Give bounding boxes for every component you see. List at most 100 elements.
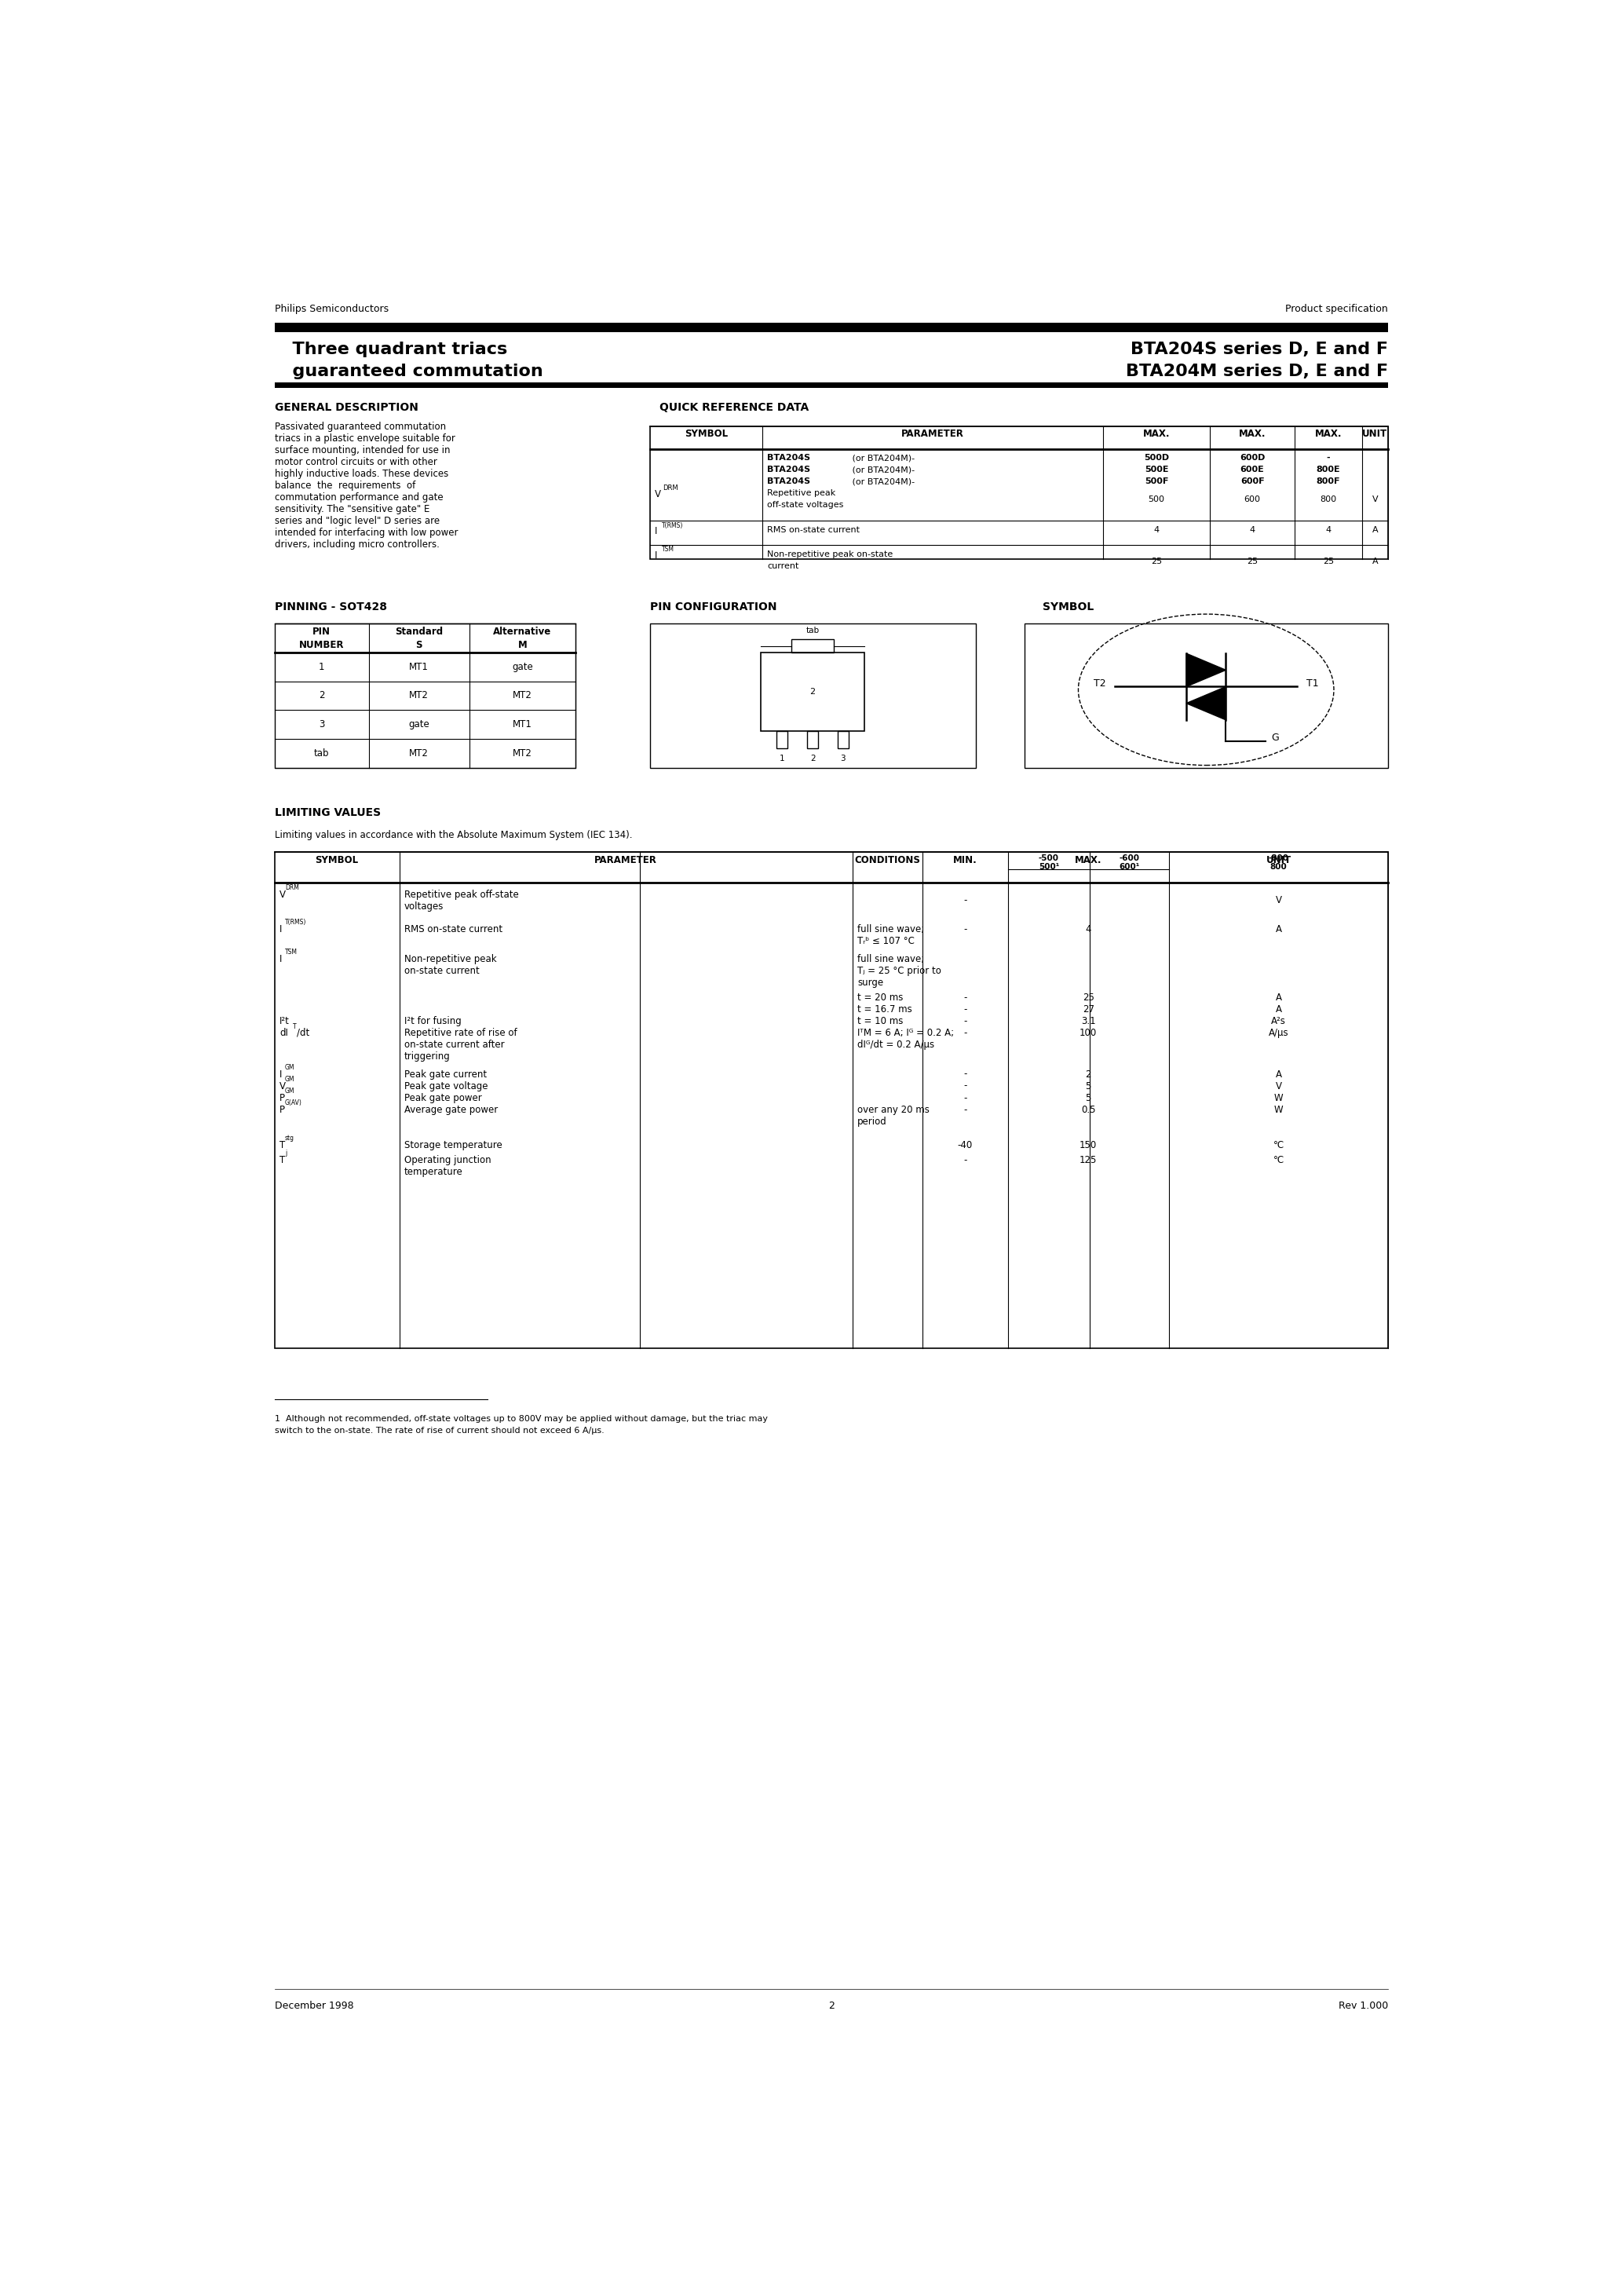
Bar	[792, 641, 834, 652]
Text: Alternative
M: Alternative M	[493, 627, 551, 650]
Text: off-state voltages: off-state voltages	[767, 501, 843, 510]
Text: A: A	[1372, 526, 1379, 535]
Text: QUICK REFERENCE DATA: QUICK REFERENCE DATA	[659, 402, 808, 413]
Text: PIN
NUMBER: PIN NUMBER	[298, 627, 344, 650]
Text: t = 20 ms: t = 20 ms	[858, 992, 903, 1003]
Text: (or BTA204M)-: (or BTA204M)-	[850, 455, 915, 461]
Text: 25: 25	[1082, 992, 1095, 1003]
Text: j: j	[285, 1150, 287, 1157]
Text: 1: 1	[320, 661, 324, 673]
Text: A: A	[1275, 992, 1281, 1003]
Text: 150: 150	[1080, 1141, 1096, 1150]
Text: intended for interfacing with low power: intended for interfacing with low power	[274, 528, 457, 537]
Text: Passivated guaranteed commutation: Passivated guaranteed commutation	[274, 422, 446, 432]
Text: T: T	[279, 1141, 285, 1150]
Text: on-state current after: on-state current after	[404, 1040, 504, 1049]
Text: A/μs: A/μs	[1268, 1029, 1288, 1038]
Text: Three quadrant triacs: Three quadrant triacs	[281, 342, 508, 358]
Text: sensitivity. The "sensitive gate" E: sensitivity. The "sensitive gate" E	[274, 505, 430, 514]
Text: UNIT: UNIT	[1362, 429, 1387, 439]
Text: T(RMS): T(RMS)	[285, 918, 307, 925]
Text: I: I	[279, 1070, 282, 1079]
Text: Repetitive rate of rise of: Repetitive rate of rise of	[404, 1029, 517, 1038]
Bar	[650, 625, 975, 767]
Text: t = 10 ms: t = 10 ms	[858, 1015, 903, 1026]
Text: Philips Semiconductors: Philips Semiconductors	[274, 303, 389, 315]
Text: -: -	[963, 1015, 967, 1026]
Text: MIN.: MIN.	[954, 856, 976, 866]
Text: 125: 125	[1080, 1155, 1096, 1164]
Text: -: -	[963, 1104, 967, 1114]
Text: Peak gate voltage: Peak gate voltage	[404, 1081, 488, 1091]
Text: I: I	[655, 551, 657, 560]
Bar	[650, 427, 1388, 560]
Text: Tⱼ = 25 °C prior to: Tⱼ = 25 °C prior to	[858, 967, 941, 976]
Text: T(RMS): T(RMS)	[662, 521, 683, 528]
Text: A: A	[1275, 1070, 1281, 1079]
Text: drivers, including micro controllers.: drivers, including micro controllers.	[274, 540, 440, 551]
Text: 800F: 800F	[1317, 478, 1340, 484]
Text: switch to the on-state. The rate of rise of current should not exceed 6 A/μs.: switch to the on-state. The rate of rise…	[274, 1426, 603, 1435]
Text: Peak gate current: Peak gate current	[404, 1070, 487, 1079]
Text: (or BTA204M)-: (or BTA204M)-	[850, 478, 915, 484]
Text: G: G	[1272, 732, 1280, 744]
Text: surface mounting, intended for use in: surface mounting, intended for use in	[274, 445, 449, 455]
Text: 2: 2	[809, 689, 816, 696]
Text: Non-repetitive peak on-state: Non-repetitive peak on-state	[767, 551, 894, 558]
Text: A: A	[1275, 925, 1281, 934]
Text: tab: tab	[315, 748, 329, 758]
Text: gate: gate	[409, 719, 430, 730]
Text: highly inductive loads. These devices: highly inductive loads. These devices	[274, 468, 448, 480]
Text: T: T	[294, 1022, 297, 1031]
Text: GENERAL DESCRIPTION: GENERAL DESCRIPTION	[274, 402, 418, 413]
Text: 25: 25	[1152, 558, 1161, 565]
Text: LIMITING VALUES: LIMITING VALUES	[274, 806, 381, 817]
Text: Repetitive peak off-state: Repetitive peak off-state	[404, 891, 519, 900]
Bar	[761, 652, 865, 732]
Text: balance  the  requirements  of: balance the requirements of	[274, 480, 415, 491]
Text: BTA204S series D, E and F: BTA204S series D, E and F	[1131, 342, 1388, 358]
Text: V: V	[655, 489, 662, 501]
Text: BTA204S: BTA204S	[767, 455, 811, 461]
Text: 3: 3	[320, 719, 324, 730]
Text: -40: -40	[957, 1141, 973, 1150]
Text: A: A	[1372, 558, 1379, 565]
Text: 5: 5	[1085, 1081, 1092, 1091]
Text: MT1: MT1	[513, 719, 532, 730]
Text: Standard
S: Standard S	[396, 627, 443, 650]
Text: W: W	[1273, 1093, 1283, 1102]
Text: motor control circuits or with other: motor control circuits or with other	[274, 457, 436, 468]
Text: tab: tab	[806, 627, 819, 634]
Text: 800E: 800E	[1317, 466, 1340, 473]
Text: T1: T1	[1306, 680, 1319, 689]
Text: IᵀM = 6 A; Iᴳ = 0.2 A;: IᵀM = 6 A; Iᴳ = 0.2 A;	[858, 1029, 954, 1038]
Text: 500D: 500D	[1144, 455, 1169, 461]
Text: BTA204S: BTA204S	[767, 478, 811, 484]
Text: SYMBOL: SYMBOL	[684, 429, 728, 439]
Text: -800
800: -800 800	[1268, 854, 1289, 870]
Text: voltages: voltages	[404, 902, 444, 912]
Text: (or BTA204M)-: (or BTA204M)-	[850, 466, 915, 473]
Text: T2: T2	[1093, 680, 1106, 689]
Bar	[837, 732, 848, 748]
Text: TSM: TSM	[662, 546, 675, 553]
Text: Peak gate power: Peak gate power	[404, 1093, 482, 1102]
Text: 500E: 500E	[1145, 466, 1168, 473]
Text: G(AV): G(AV)	[285, 1100, 302, 1107]
Text: P: P	[279, 1104, 285, 1114]
Text: guaranteed commutation: guaranteed commutation	[281, 363, 543, 379]
Text: UNIT: UNIT	[1265, 856, 1291, 866]
Text: Average gate power: Average gate power	[404, 1104, 498, 1114]
Text: I: I	[279, 953, 282, 964]
Text: dIᴳ/dt = 0.2 A/μs: dIᴳ/dt = 0.2 A/μs	[858, 1040, 934, 1049]
Text: -: -	[963, 1003, 967, 1015]
Text: 800: 800	[1320, 496, 1337, 503]
Text: 4: 4	[1249, 526, 1255, 535]
Text: BTA204S: BTA204S	[767, 466, 811, 473]
Text: triggering: triggering	[404, 1052, 451, 1061]
Text: I²t: I²t	[279, 1015, 289, 1026]
Text: 600: 600	[1244, 496, 1260, 503]
Text: t = 16.7 ms: t = 16.7 ms	[858, 1003, 912, 1015]
Text: 25: 25	[1324, 558, 1333, 565]
Text: BTA204M series D, E and F: BTA204M series D, E and F	[1126, 363, 1388, 379]
